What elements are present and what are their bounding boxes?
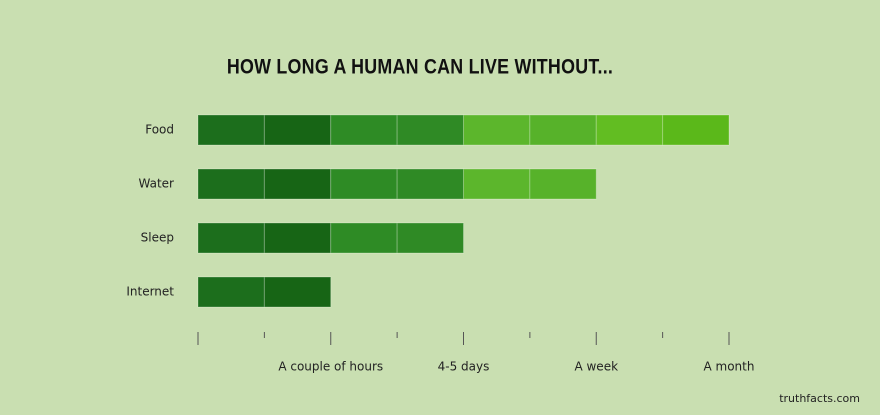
x-tick-label: A month bbox=[704, 360, 755, 374]
bar-segment bbox=[197, 222, 265, 254]
bar-segment bbox=[396, 114, 464, 146]
bar bbox=[197, 114, 730, 146]
bar-segment bbox=[330, 114, 398, 146]
bar-segment bbox=[197, 276, 265, 308]
bar bbox=[197, 168, 597, 200]
bar-segment bbox=[529, 168, 597, 200]
source: truthfacts.com bbox=[779, 392, 860, 405]
bar bbox=[197, 222, 464, 254]
bar-segment bbox=[263, 168, 332, 200]
chart-title: HOW LONG A HUMAN CAN LIVE WITHOUT... bbox=[227, 55, 613, 79]
bar-segment bbox=[263, 276, 332, 308]
bar-segment bbox=[396, 168, 464, 200]
y-tick-label: Internet bbox=[126, 285, 174, 299]
bar bbox=[197, 276, 332, 308]
bar-segment bbox=[529, 114, 597, 146]
bar-segment bbox=[396, 222, 464, 254]
y-tick-label: Sleep bbox=[141, 231, 174, 245]
bar-segment bbox=[595, 114, 664, 146]
bar-segment bbox=[463, 114, 531, 146]
bar-segment bbox=[197, 168, 265, 200]
bar-segment bbox=[662, 114, 730, 146]
y-tick-label: Water bbox=[139, 177, 175, 191]
bar-segment bbox=[263, 114, 332, 146]
bar-segment bbox=[197, 114, 265, 146]
bar-segment bbox=[263, 222, 332, 254]
x-tick-label: A week bbox=[574, 360, 618, 374]
x-tick-label: A couple of hours bbox=[278, 360, 383, 374]
bar-segment bbox=[330, 168, 398, 200]
x-tick-label: 4-5 days bbox=[438, 360, 490, 374]
y-tick-label: Food bbox=[145, 123, 174, 137]
bar-segment bbox=[330, 222, 398, 254]
bar-segment bbox=[463, 168, 531, 200]
